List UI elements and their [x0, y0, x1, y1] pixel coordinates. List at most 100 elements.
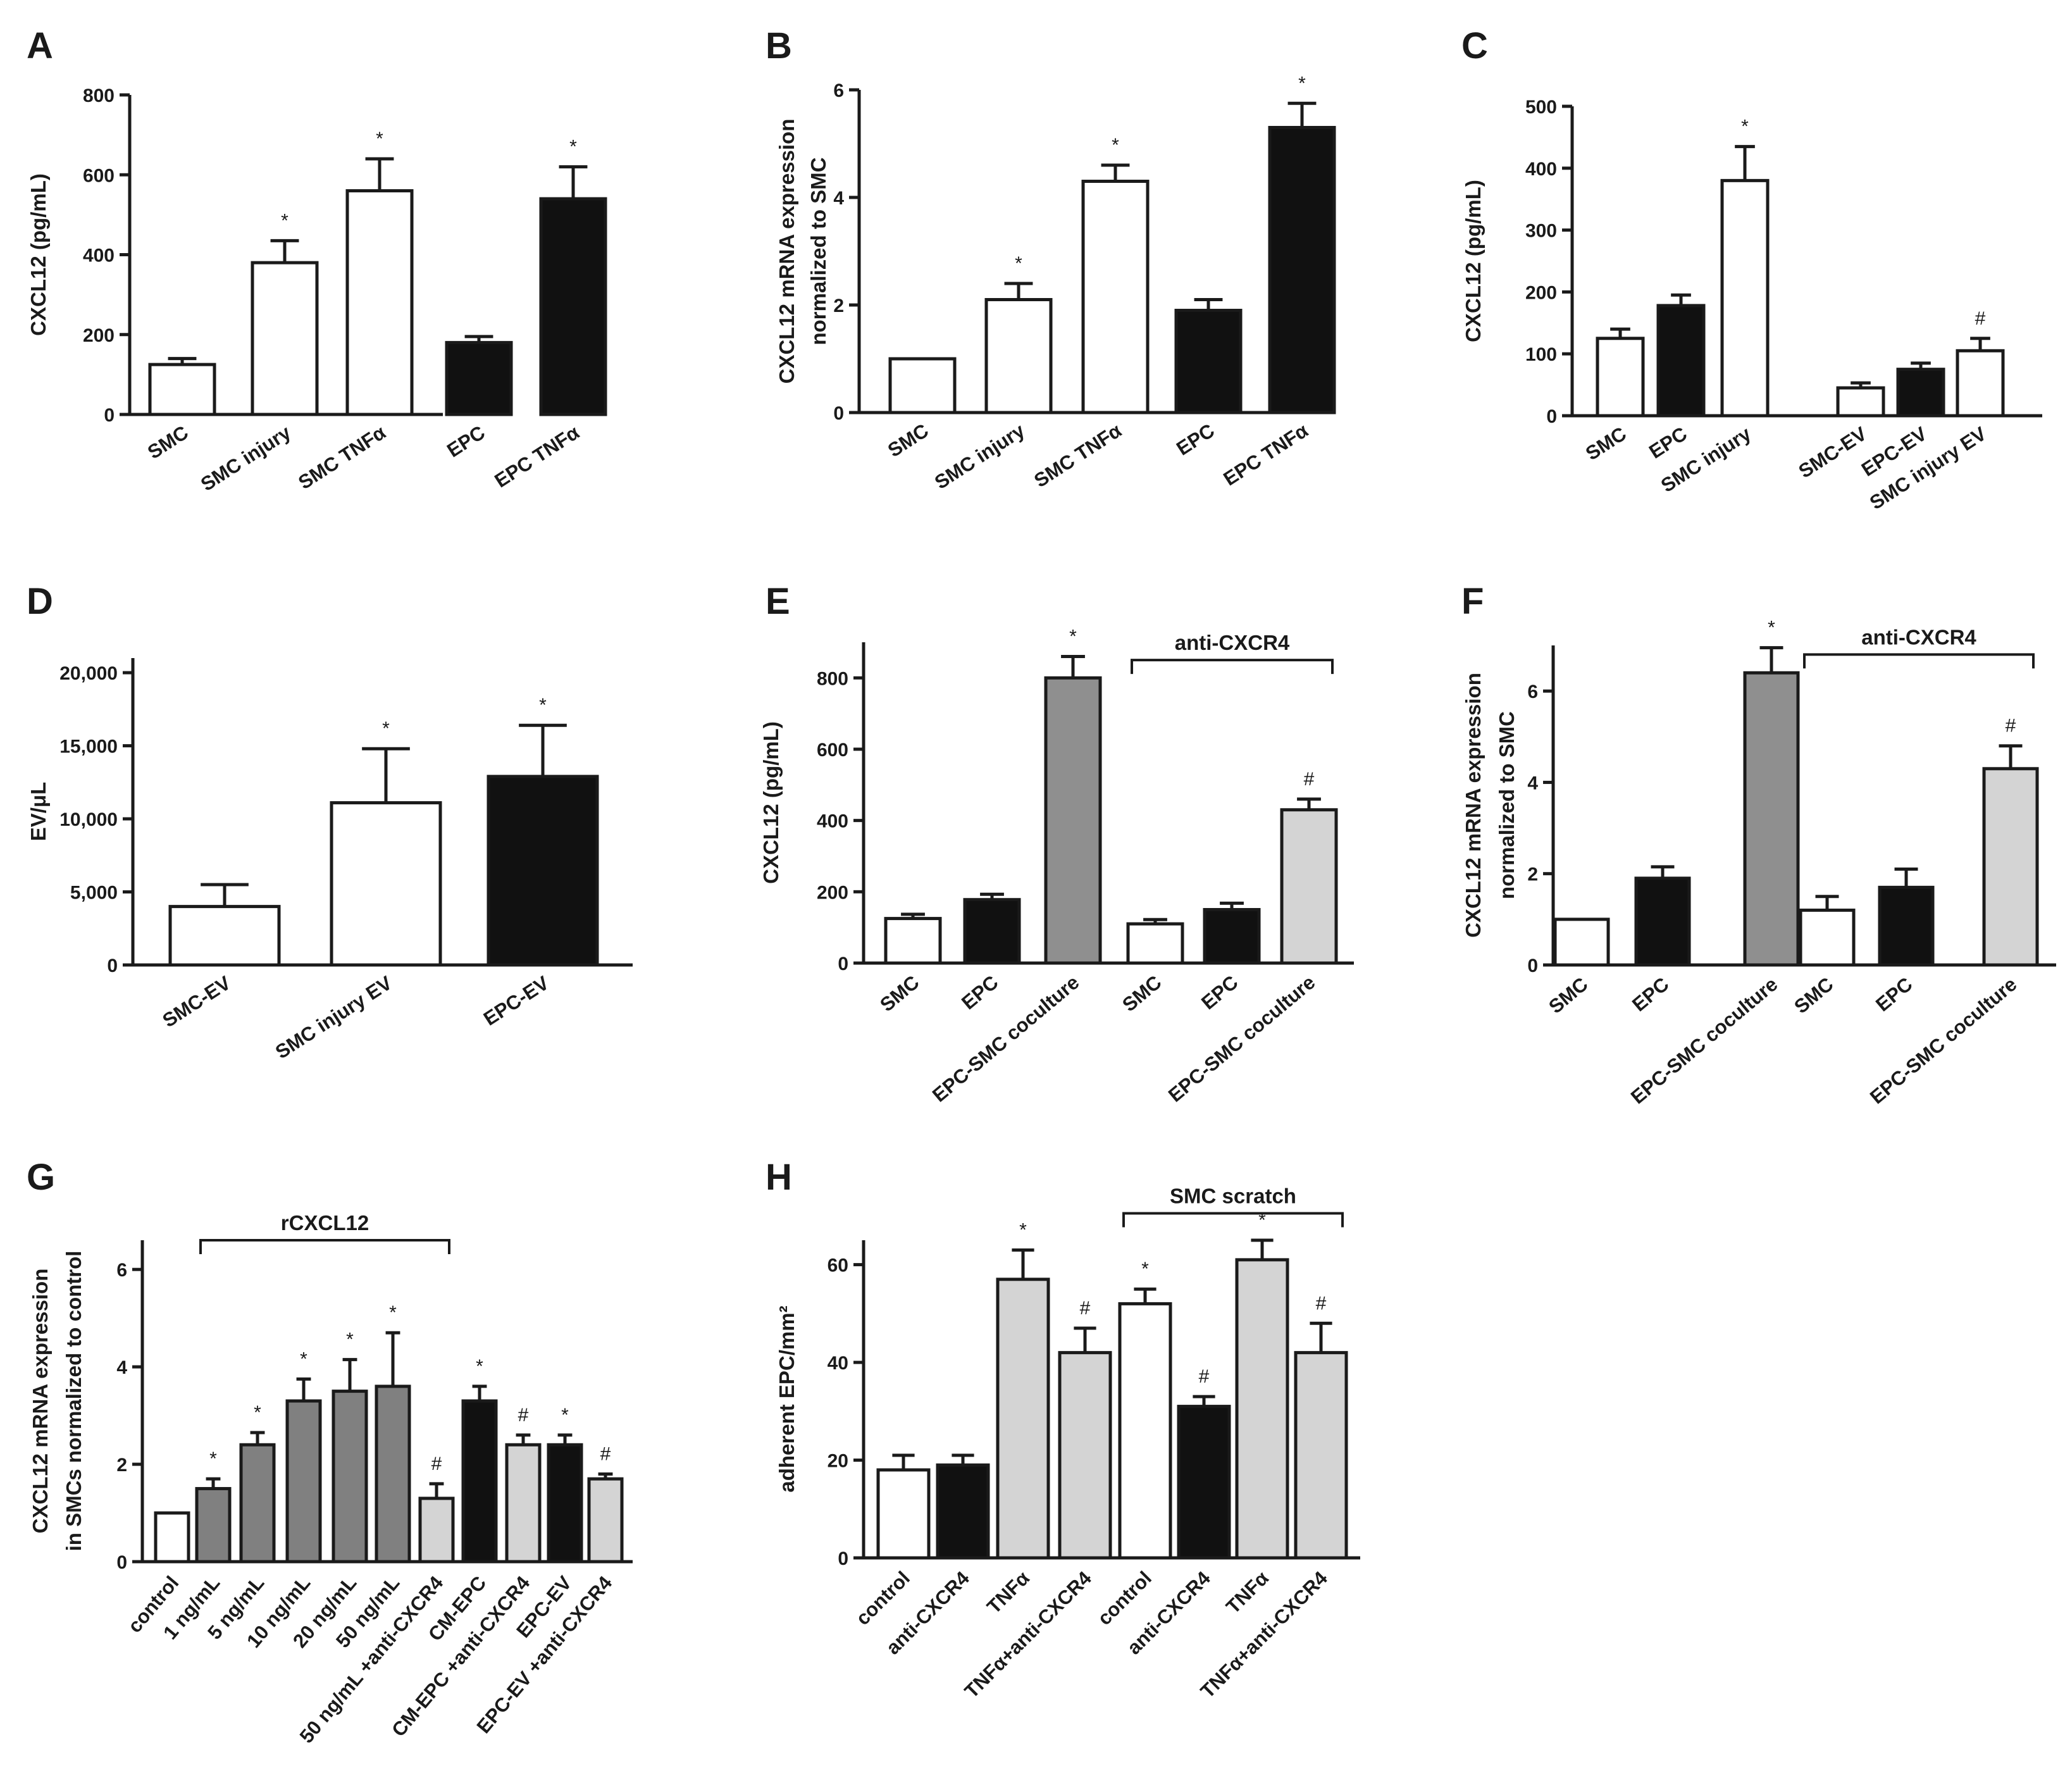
panel-d-category-label: SMC injury EV: [271, 971, 396, 1063]
panel-d-y-axis-title: EV/μL: [27, 782, 50, 842]
panel-f-bar: [1553, 918, 1610, 967]
panel-e-bar: [1044, 676, 1102, 965]
panel-e-bar: [1203, 908, 1261, 965]
panel-h-significance-mark: #: [1080, 1298, 1091, 1319]
panel-e-y-tick-label: 600: [817, 740, 848, 761]
panel-h-bar: [876, 1468, 931, 1560]
panel-f-y-tick-label: 0: [1527, 955, 1538, 976]
panel-b-category-label: SMC TNFα: [1030, 420, 1126, 492]
panel-e-significance-mark: *: [1069, 626, 1077, 647]
panel-h-significance-mark: *: [1019, 1219, 1027, 1240]
panel-c-bar: [1896, 368, 1945, 418]
panel-g-bar: [418, 1496, 455, 1564]
panel-h-significance-mark: #: [1316, 1293, 1327, 1314]
panel-g-significance-mark: *: [346, 1329, 354, 1350]
panel-h-bar: [1058, 1351, 1112, 1560]
panel-e-y-tick-label: 800: [817, 668, 848, 689]
panel-f-letter: F: [1461, 581, 1484, 622]
panel-h-bracket-label: SMC scratch: [1170, 1185, 1296, 1208]
panel-b-category-label: SMC: [884, 420, 933, 462]
panel-a-category-label: SMC injury: [197, 421, 295, 495]
panel-g-bar: [505, 1443, 542, 1564]
panel-c-bar: [1836, 386, 1885, 418]
panel-e: E 0 200 400 600 800 CXCL12 (pg/mL) SMC EPC * EPC-S…: [759, 581, 1354, 1106]
panel-a-bar: [148, 363, 216, 416]
panel-e-bar: [963, 898, 1021, 965]
panel-a-bar: [345, 189, 414, 416]
panel-d-significance-mark: *: [539, 695, 547, 716]
panel-b-y-tick-label: 2: [833, 296, 844, 316]
panel-g-significance-mark: #: [518, 1405, 529, 1426]
panel-g-significance-mark: *: [300, 1348, 307, 1369]
panel-h-y-tick-label: 40: [828, 1353, 848, 1374]
panel-g-y-tick-label: 6: [116, 1260, 127, 1281]
panel-h-bar: [1235, 1258, 1289, 1560]
panel-g-significance-mark: #: [600, 1443, 611, 1464]
panel-e-y-tick-label: 200: [817, 882, 848, 903]
panel-f-y-tick-label: 2: [1527, 864, 1538, 885]
panel-f-y-axis-title: normalized to SMC: [1495, 711, 1518, 899]
panel-h-category-label: TNFα: [983, 1567, 1034, 1618]
panel-a-y-axis-title: CXCL12 (pg/mL): [27, 173, 50, 336]
panel-d-y-tick-label: 20,000: [59, 663, 118, 684]
panel-g-bar: [195, 1487, 232, 1564]
panel-b-significance-mark: *: [1298, 73, 1306, 94]
panel-b-significance-mark: *: [1015, 253, 1022, 274]
panel-h-y-tick-label: 0: [838, 1548, 848, 1569]
panel-b-category-label: SMC injury: [931, 419, 1029, 494]
panel-h-y-axis-title: adherent EPC/mm²: [775, 1305, 798, 1492]
panel-h-significance-mark: *: [1141, 1259, 1149, 1279]
panel-f-bracket-label: anti-CXCR4: [1861, 625, 1976, 649]
panel-g-group-bracket: [199, 1239, 450, 1254]
panel-c: C 0 100 200 300 400 500 CXCL12 (pg/mL) SMC EPC * SM…: [1461, 25, 2042, 514]
panel-h-significance-mark: *: [1258, 1210, 1266, 1231]
panel-c-category-label: EPC: [1645, 423, 1691, 463]
panel-c-significance-mark: *: [1741, 116, 1749, 137]
panel-g-bar: [285, 1399, 322, 1564]
panel-a-category-label: EPC TNFα: [491, 421, 583, 492]
panel-e-bar: [1126, 922, 1184, 965]
panel-a-category-label: EPC: [443, 421, 489, 462]
panel-f-category-label: SMC: [1790, 973, 1837, 1018]
panel-f-significance-mark: #: [2006, 716, 2016, 737]
panel-b-bar: [1174, 309, 1243, 414]
panel-d-category-label: SMC-EV: [159, 971, 235, 1031]
panel-b: B 0 2 4 6 CXCL12 mRNA expression normalized to…: [766, 25, 1336, 494]
panel-b-bar: [888, 357, 957, 414]
panel-h-group-bracket: [1122, 1212, 1344, 1228]
panel-b-bar: [1268, 126, 1336, 414]
panel-a-y-tick-label: 0: [104, 405, 115, 426]
panel-e-group-bracket: [1131, 659, 1334, 675]
panel-a-category-label: SMC TNFα: [294, 421, 390, 494]
panel-b-letter: B: [766, 25, 792, 66]
panel-c-y-tick-label: 0: [1546, 406, 1557, 427]
panel-a-significance-mark: *: [569, 137, 577, 158]
panel-g-bracket-label: rCXCL12: [281, 1211, 369, 1235]
panel-b-bar: [1081, 180, 1150, 414]
panel-d-y-tick-label: 5,000: [70, 883, 118, 904]
panel-c-category-label: SMC: [1582, 423, 1630, 465]
panel-d-y-tick-label: 15,000: [59, 737, 118, 757]
panel-f-y-tick-label: 4: [1527, 773, 1538, 793]
panel-g-bar: [154, 1511, 190, 1564]
panel-a: A 0 200 400 600 800 CXCL12 (pg/mL) SMC * SMC inju…: [27, 25, 607, 495]
panel-a-significance-mark: *: [281, 210, 288, 231]
panel-c-bar: [1596, 337, 1645, 418]
panel-a-y-tick-label: 600: [83, 165, 115, 186]
panel-d-significance-mark: *: [382, 718, 390, 739]
panel-c-significance-mark: #: [1975, 308, 1986, 329]
panel-h-bar: [1177, 1405, 1231, 1560]
panel-e-bar: [884, 917, 942, 965]
panel-f-category-label: EPC: [1628, 973, 1673, 1016]
panel-g-significance-mark: *: [476, 1356, 483, 1377]
panel-d-bar: [330, 801, 442, 967]
panel-e-category-label: SMC: [1118, 971, 1165, 1016]
panel-g-bar: [587, 1477, 624, 1564]
panel-a-y-tick-label: 200: [83, 325, 115, 346]
panel-h-y-tick-label: 20: [828, 1451, 848, 1472]
panel-b-y-tick-label: 6: [833, 80, 844, 101]
panel-e-category-label: EPC-SMC coculture: [1164, 971, 1320, 1107]
panel-e-significance-mark: #: [1304, 769, 1315, 790]
panel-e-category-label: EPC-SMC coculture: [928, 971, 1084, 1107]
